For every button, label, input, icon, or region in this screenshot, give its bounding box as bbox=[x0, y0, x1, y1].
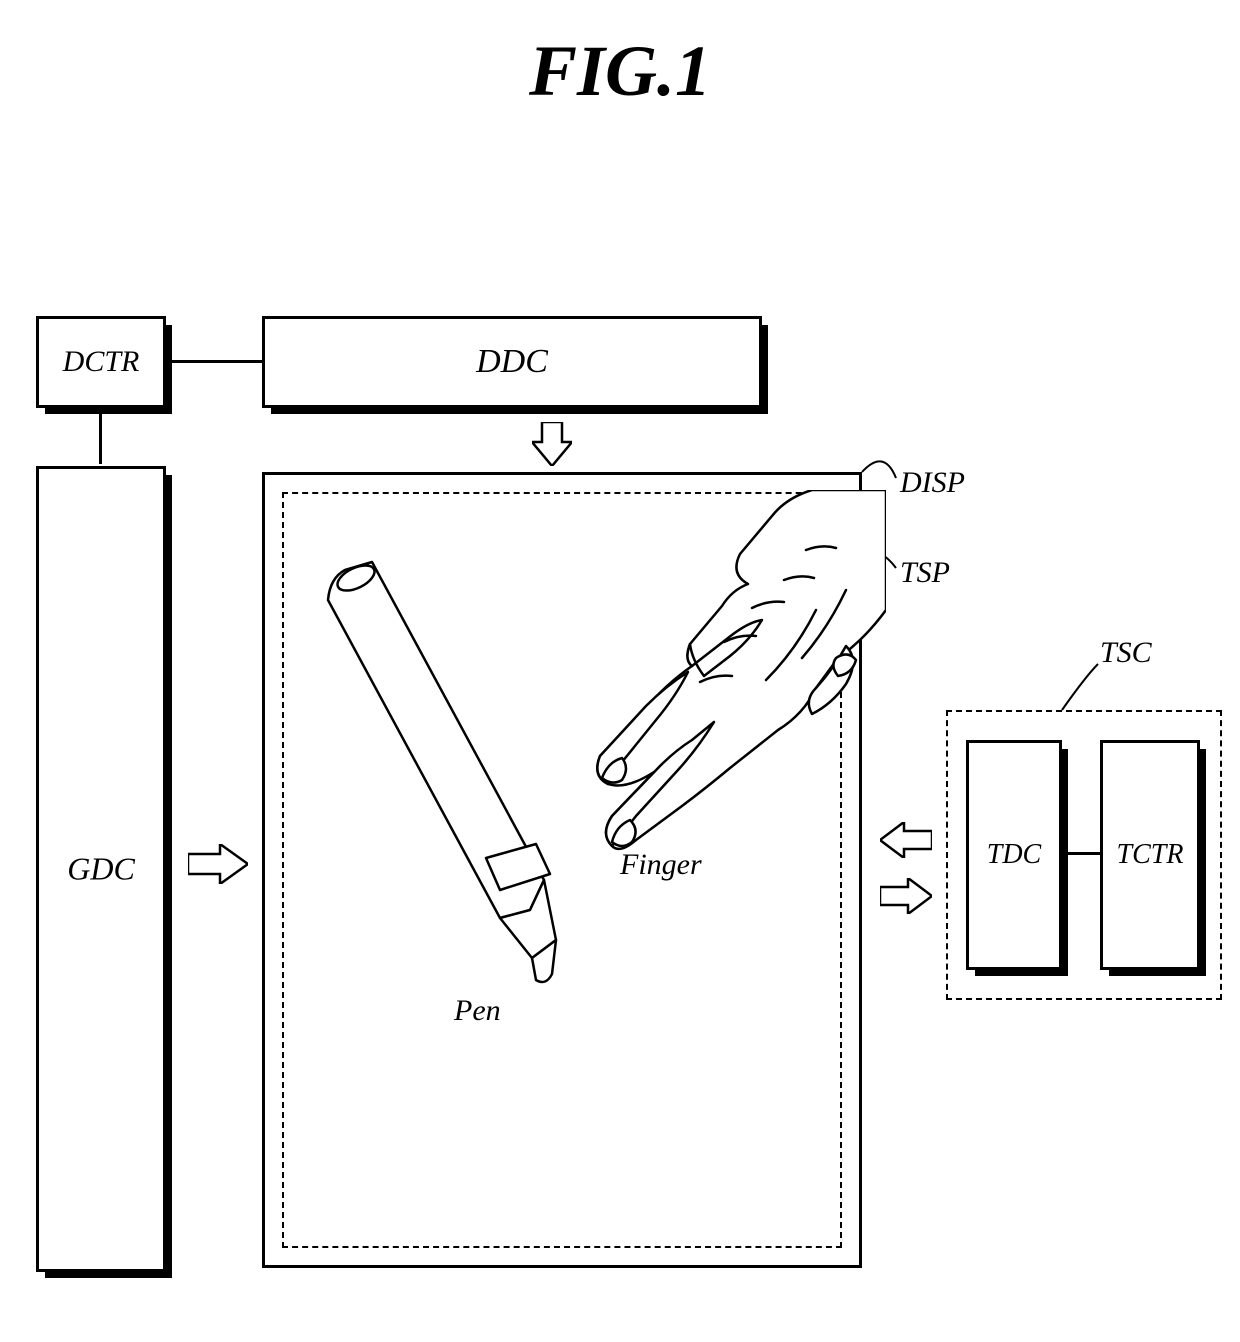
label-disp: DISP bbox=[900, 466, 965, 500]
label-tsc: TSC bbox=[1100, 636, 1152, 670]
hand-icon bbox=[516, 490, 886, 890]
label-tsp: TSP bbox=[900, 556, 950, 590]
